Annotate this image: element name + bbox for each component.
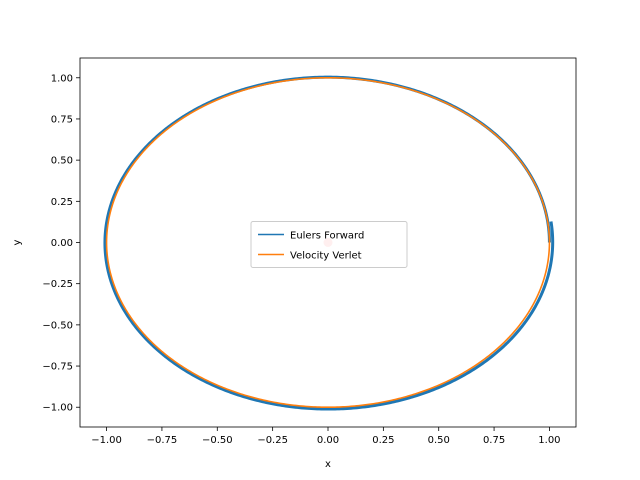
x-tick-label: 0.75 (483, 435, 505, 446)
y-tick-label: 0.00 (51, 238, 73, 249)
y-tick-label: 0.75 (51, 114, 73, 125)
x-tick-label: −1.00 (91, 435, 122, 446)
legend-box (250, 221, 408, 268)
y-tick-label: 0.50 (51, 156, 73, 167)
y-tick-label: 0.25 (51, 197, 73, 208)
x-tick-label: 0.50 (428, 435, 450, 446)
y-tick-label: 1.00 (51, 73, 73, 84)
y-tick-label: −0.25 (42, 279, 73, 290)
x-axis-label: x (325, 459, 331, 470)
x-tick-label: 1.00 (538, 435, 560, 446)
legend-label-eulers-forward: Eulers Forward (290, 231, 364, 242)
series-velocity-verlet-line (105, 76, 551, 409)
x-tick-label: 0.00 (317, 435, 339, 446)
y-tick-label: −1.00 (42, 403, 73, 414)
x-tick-label: −0.50 (202, 435, 233, 446)
legend: Eulers Forward Velocity Verlet (250, 221, 408, 268)
x-tick-label: 0.25 (372, 435, 394, 446)
legend-label-velocity-verlet: Velocity Verlet (290, 251, 362, 262)
x-tick-label: −0.25 (257, 435, 288, 446)
y-axis-label: y (12, 239, 23, 245)
x-tick-label: −0.75 (147, 435, 178, 446)
y-tick-label: −0.50 (42, 320, 73, 331)
y-tick-label: −0.75 (42, 362, 73, 373)
axis-ticks: −1.00 −0.75 −0.50 −0.25 0.00 0.25 0.50 0.75 1.00… (42, 73, 560, 446)
